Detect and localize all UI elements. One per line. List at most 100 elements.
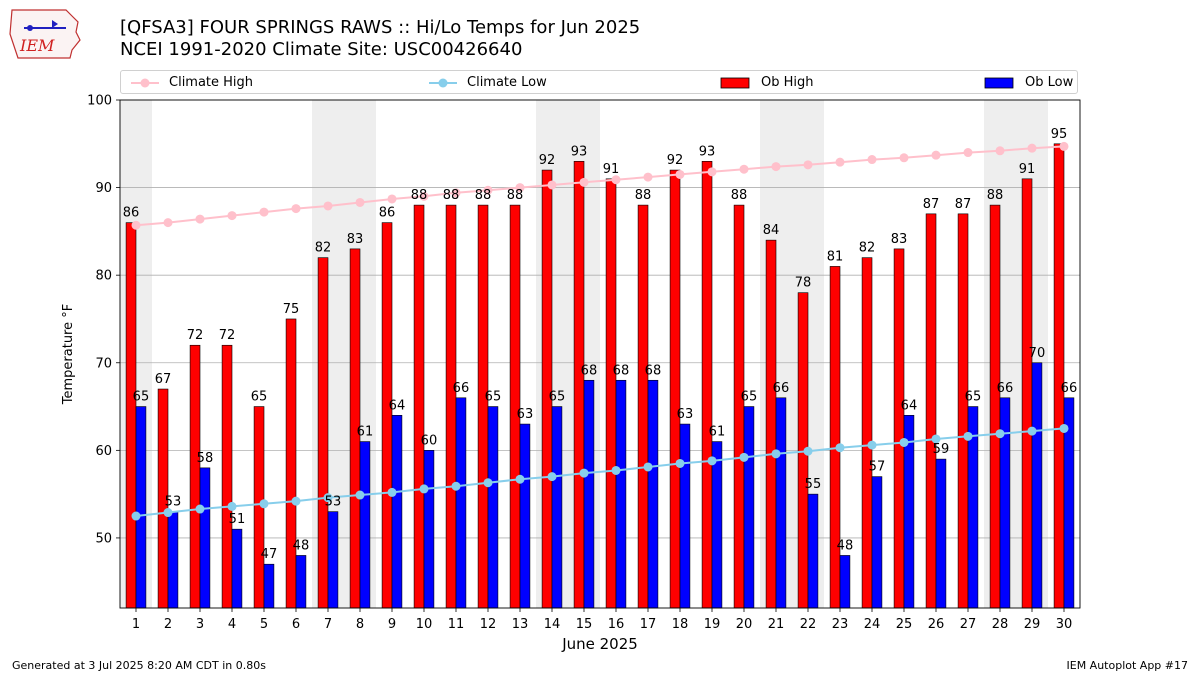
climate-high-point-day-5 [259,207,269,217]
climate-high-point-day-22 [803,160,813,170]
label-ob-low-day-25: 64 [901,398,918,413]
bar-ob-low-day-14 [551,406,563,609]
climate-high-point-day-21 [771,162,781,172]
label-ob-low-day-17: 68 [645,363,662,378]
climate-low-point-day-4 [227,501,237,511]
x-tick-label-5: 5 [260,617,268,632]
climate-high-point-day-3 [195,214,205,224]
climate-low-point-day-11 [451,481,461,491]
footer-generated: Generated at 3 Jul 2025 8:20 AM CDT in 0… [12,659,266,672]
x-tick-label-27: 27 [960,617,977,632]
footer-app: IEM Autoplot App #17 [1066,659,1189,672]
x-tick-label-7: 7 [324,617,332,632]
climate-high-line [135,145,1065,227]
bar-ob-low-day-20 [743,406,755,609]
bar-ob-low-day-19 [711,441,723,609]
logo-text: IEM [19,36,55,55]
legend-label-climate-low: Climate Low [467,75,547,90]
climate-high-point-day-30 [1059,141,1069,151]
climate-high-point-day-16 [611,175,621,185]
label-ob-high-day-19: 93 [699,144,716,159]
bar-ob-high-day-16 [605,178,617,609]
label-ob-high-day-9: 86 [379,206,396,221]
climate-low-point-day-23 [835,443,845,453]
climate-high-point-day-7 [323,201,333,211]
x-tick-label-25: 25 [896,617,913,632]
x-tick-label-3: 3 [196,617,204,632]
bar-ob-low-day-13 [519,423,531,609]
climate-high-point-day-20 [739,164,749,174]
label-ob-high-day-8: 83 [347,232,364,247]
x-tick-label-20: 20 [736,617,753,632]
climate-high-point-day-14 [547,180,557,190]
x-tick-label-30: 30 [1056,617,1073,632]
bar-ob-low-day-15 [583,379,595,609]
bar-ob-low-day-28 [999,397,1011,609]
label-ob-low-day-3: 58 [197,451,214,466]
climate-high-point-day-25 [899,153,909,163]
x-tick-label-6: 6 [292,617,300,632]
climate-low-point-day-16 [611,465,621,475]
label-ob-high-day-18: 92 [667,153,684,168]
legend-label-ob-high: Ob High [761,75,814,90]
plot-frame [119,99,1081,609]
label-ob-low-day-24: 57 [869,460,886,475]
x-tick-label-26: 26 [928,617,945,632]
ob-low-swatch [984,77,1014,89]
climate-high-point-day-9 [387,194,397,204]
label-ob-high-day-15: 93 [571,144,588,159]
label-ob-low-day-19: 61 [709,425,726,440]
x-tick-label-29: 29 [1024,617,1041,632]
label-ob-low-day-14: 65 [549,390,566,405]
label-ob-low-day-12: 65 [485,390,502,405]
label-ob-high-day-16: 91 [603,162,620,177]
climate-low-point-day-20 [739,452,749,462]
climate-high-point-day-26 [931,150,941,160]
climate-high-point-day-17 [643,172,653,182]
label-ob-high-day-30: 95 [1051,127,1068,142]
climate-low-point-day-29 [1027,426,1037,436]
label-ob-high-day-26: 87 [923,197,940,212]
label-ob-high-day-11: 88 [443,188,460,203]
bar-ob-high-day-17 [637,204,649,609]
climate-low-point-day-27 [963,431,973,441]
x-tick-label-1: 1 [132,617,140,632]
ob-high-swatch [720,77,750,89]
bar-ob-high-day-30 [1053,143,1065,609]
climate-high-point-day-2 [163,218,173,228]
label-ob-low-day-28: 66 [997,381,1014,396]
bar-ob-high-day-28 [989,204,1001,609]
x-axis-label: June 2025 [561,635,638,653]
climate-low-point-day-14 [547,472,557,482]
label-ob-low-day-1: 65 [133,390,150,405]
label-ob-high-day-13: 88 [507,188,524,203]
x-tick-label-17: 17 [640,617,657,632]
climate-low-line [135,427,1065,517]
climate-low-point-day-5 [259,499,269,509]
label-ob-high-day-17: 88 [635,188,652,203]
bar-ob-high-day-21 [765,239,777,609]
bar-ob-low-day-11 [455,397,467,609]
label-ob-low-day-4: 51 [229,512,246,527]
climate-high-point-day-18 [675,169,685,179]
climate-low-point-day-26 [931,434,941,444]
bar-ob-low-day-23 [839,555,851,609]
climate-low-point-day-9 [387,487,397,497]
climate-high-point-day-4 [227,211,237,221]
climate-high-point-day-6 [291,204,301,214]
label-ob-low-day-30: 66 [1061,381,1078,396]
x-tick-label-14: 14 [544,617,561,632]
climate-low-point-day-12 [483,478,493,488]
x-tick-label-24: 24 [864,617,881,632]
bar-ob-high-day-27 [957,213,969,609]
bar-ob-high-day-6 [285,318,297,609]
climate-low-point-day-2 [163,508,173,518]
chart-title: [QFSA3] FOUR SPRINGS RAWS :: Hi/Lo Temps… [120,17,641,38]
label-ob-high-day-7: 82 [315,241,332,256]
label-ob-high-day-4: 72 [219,328,236,343]
bar-ob-high-day-15 [573,161,585,609]
label-ob-low-day-29: 70 [1029,346,1046,361]
climate-low-point-day-21 [771,449,781,459]
label-ob-low-day-21: 66 [773,381,790,396]
